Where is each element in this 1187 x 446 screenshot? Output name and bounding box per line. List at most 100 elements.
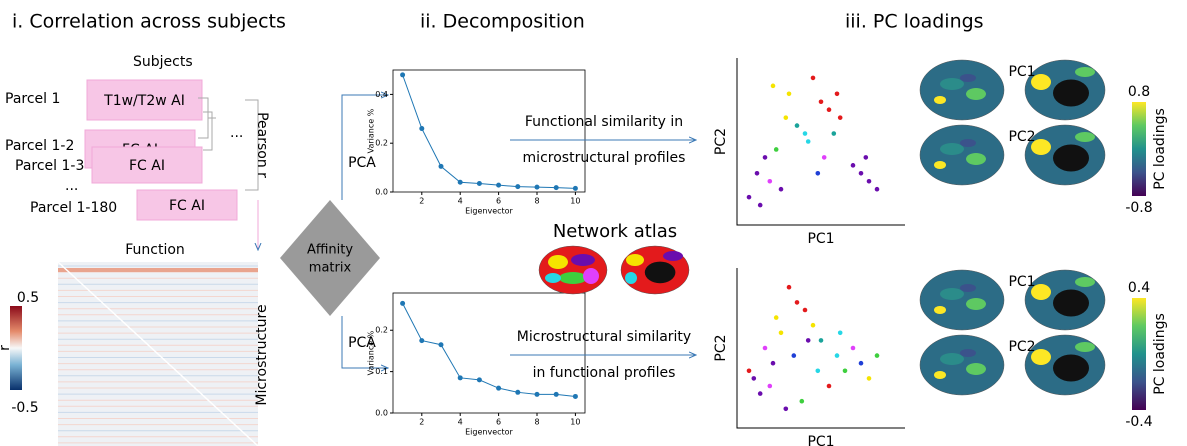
point (794, 123, 800, 128)
pc-label: PC1 (1008, 64, 1035, 80)
y-tick-label: 0.1 (375, 367, 388, 376)
point (746, 368, 752, 374)
colorbar-label: PC loadings (1152, 108, 1168, 190)
colorbar-label: r (0, 345, 13, 351)
diamond-label: Affinity (307, 243, 353, 258)
point (783, 115, 789, 120)
point (805, 139, 811, 144)
point (419, 126, 425, 132)
point (572, 393, 578, 399)
point (515, 184, 521, 190)
brain-region (960, 74, 976, 82)
ellipsis: ... (230, 125, 243, 141)
brain-region (934, 371, 946, 379)
pc-label: PC2 (1008, 129, 1035, 145)
line (402, 303, 576, 397)
atlas-title: Network atlas (553, 221, 677, 242)
point (778, 330, 784, 336)
point (757, 202, 763, 208)
point (515, 389, 521, 395)
brain-region (934, 161, 946, 169)
brain-region (571, 254, 595, 266)
y-axis-label: PC2 (713, 334, 729, 361)
arrow-text: microstructural profiles (523, 150, 686, 166)
heatmap-row (58, 268, 258, 272)
brain-medial (1053, 289, 1089, 317)
heatmap-title: Function (125, 242, 185, 258)
brain (919, 59, 1005, 121)
point (826, 383, 832, 389)
brain-medial (1053, 79, 1089, 107)
point (802, 307, 808, 313)
point (850, 163, 856, 168)
y-axis-label: Variance % (367, 330, 376, 375)
subjects-label: Subjects (133, 54, 193, 70)
colorbar-max: 0.4 (1128, 280, 1150, 296)
point (866, 376, 872, 381)
brain-region (966, 88, 986, 100)
x-axis-label: Eigenvector (465, 428, 513, 437)
point (805, 338, 811, 343)
point (834, 91, 840, 97)
brain-region (1031, 139, 1051, 155)
y-tick-label: 0.0 (375, 188, 388, 197)
pc-label: PC2 (1008, 339, 1035, 355)
y-axis-label: Variance % (367, 108, 376, 153)
point (572, 185, 578, 191)
brain-region (1031, 349, 1051, 365)
point (842, 368, 848, 374)
box (91, 146, 203, 184)
x-tick-label: 10 (570, 197, 580, 206)
box (136, 189, 238, 221)
pca-label: PCA (348, 155, 376, 171)
parcel-label: ... (65, 178, 78, 194)
x-tick-label: 4 (458, 418, 463, 427)
y-tick-label: 0.2 (375, 326, 388, 335)
point (767, 178, 773, 184)
point (553, 391, 559, 397)
colorbar (10, 306, 22, 390)
box (86, 79, 203, 121)
arrow-text: Microstructural similarity (517, 329, 691, 345)
point (818, 338, 824, 343)
brain-region (1075, 67, 1095, 77)
brain-region (1075, 342, 1095, 352)
parcel-label: Parcel 1-3 (15, 158, 84, 174)
colorbar-max: 0.8 (1128, 84, 1150, 100)
bracket (245, 99, 259, 191)
point (762, 155, 768, 160)
point (762, 345, 768, 351)
y-tick-label: 0.4 (375, 90, 388, 99)
arrow (341, 95, 388, 200)
brain-region (940, 353, 964, 365)
point (831, 131, 837, 136)
brain (919, 124, 1005, 186)
brain-medial (1053, 144, 1089, 172)
brain-region (940, 288, 964, 300)
point (773, 147, 779, 152)
x-tick-label: 6 (496, 197, 501, 206)
point (496, 182, 502, 188)
point (858, 171, 864, 176)
colorbar-max: 0.5 (17, 290, 39, 306)
x-tick-label: 4 (458, 197, 463, 206)
box-label: FC AI (169, 198, 205, 214)
brain-region (940, 143, 964, 155)
point (802, 131, 808, 136)
x-tick-label: 6 (496, 418, 501, 427)
diamond (280, 200, 380, 316)
x-tick-label: 2 (419, 197, 424, 206)
pearson-label: Pearson r (254, 112, 270, 178)
point (858, 360, 864, 366)
arrow-text: Functional similarity in (525, 114, 683, 130)
point (773, 315, 779, 320)
point (757, 391, 763, 396)
point (770, 83, 776, 89)
brain-region (966, 298, 986, 310)
brain (919, 334, 1005, 396)
point (400, 300, 406, 306)
parcel-label: Parcel 1 (5, 91, 60, 107)
point (815, 171, 821, 176)
plot-frame (392, 292, 586, 414)
axes (736, 58, 905, 226)
